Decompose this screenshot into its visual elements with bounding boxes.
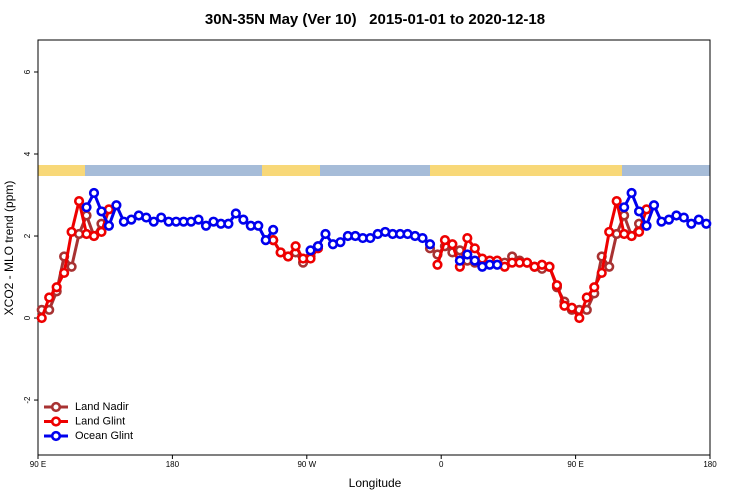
surface-strip xyxy=(38,165,710,176)
data-point xyxy=(59,267,70,279)
data-point xyxy=(51,282,62,293)
data-point xyxy=(626,187,637,199)
data-point xyxy=(417,232,428,244)
data-point xyxy=(551,280,563,291)
legend-marker xyxy=(50,401,62,413)
data-point xyxy=(305,245,316,256)
x-axis-label: Longitude xyxy=(349,476,402,490)
y-axis-label: XCO2 - MLO trend (ppm) xyxy=(2,181,16,316)
legend-label: Land Glint xyxy=(75,415,125,427)
data-point xyxy=(44,292,55,303)
data-point xyxy=(96,206,107,217)
data-point xyxy=(275,247,286,258)
data-point xyxy=(633,226,645,238)
data-point xyxy=(641,220,652,231)
chart-title: 30N-35N May (Ver 10) 2015-01-01 to 2020-… xyxy=(205,11,545,28)
data-point xyxy=(238,214,249,225)
data-point xyxy=(126,214,137,225)
data-point xyxy=(88,230,100,242)
data-point xyxy=(619,202,630,213)
land-strip xyxy=(38,165,85,176)
data-point xyxy=(320,228,331,240)
y-tick-label: 0 xyxy=(23,315,32,320)
data-point xyxy=(589,282,600,293)
data-point xyxy=(268,224,279,235)
data-point xyxy=(492,259,503,270)
data-point xyxy=(521,257,533,268)
data-point xyxy=(141,212,152,223)
legend-label: Land Nadir xyxy=(75,401,129,413)
data-point xyxy=(335,237,346,248)
data-point xyxy=(604,261,615,272)
data-point xyxy=(596,267,607,279)
data-point xyxy=(111,200,122,211)
data-point xyxy=(581,292,592,303)
data-point xyxy=(36,312,47,324)
y-tick-label: -2 xyxy=(23,396,32,404)
data-point xyxy=(678,212,689,223)
legend-marker xyxy=(50,416,62,427)
data-point xyxy=(424,239,436,250)
x-tick-label: 90 W xyxy=(297,460,316,469)
data-point xyxy=(103,220,115,231)
data-point xyxy=(260,235,271,246)
data-point xyxy=(462,249,473,260)
legend-label: Ocean Glint xyxy=(75,430,133,442)
data-point xyxy=(96,226,107,238)
x-tick-label: 90 E xyxy=(567,460,583,469)
x-tick-label: 0 xyxy=(439,460,444,469)
data-point xyxy=(88,187,100,199)
data-point xyxy=(432,259,443,270)
data-point xyxy=(365,232,376,244)
data-point xyxy=(469,243,480,254)
y-tick-label: 4 xyxy=(23,151,32,156)
data-point xyxy=(604,226,615,238)
data-point xyxy=(611,196,622,207)
x-tick-label: 180 xyxy=(703,460,717,469)
land-strip xyxy=(262,165,320,176)
data-point xyxy=(454,255,465,266)
data-point xyxy=(574,312,585,324)
x-tick-label: 90 E xyxy=(30,460,46,469)
data-point xyxy=(66,261,77,272)
data-point xyxy=(566,302,577,313)
data-point xyxy=(148,216,159,227)
y-tick-label: 2 xyxy=(23,233,32,238)
data-point xyxy=(73,196,85,207)
data-point xyxy=(686,218,697,229)
data-point xyxy=(312,241,324,252)
data-point xyxy=(439,235,451,246)
y-tick-label: 6 xyxy=(23,69,32,74)
data-point xyxy=(462,232,473,244)
data-point xyxy=(223,218,234,229)
data-point xyxy=(253,220,264,231)
data-point xyxy=(230,208,241,219)
data-point xyxy=(200,220,212,231)
data-point xyxy=(283,251,294,262)
data-point xyxy=(156,212,167,223)
legend-marker xyxy=(50,430,62,442)
data-point xyxy=(693,214,704,225)
x-tick-label: 180 xyxy=(166,460,180,469)
ocean-strip xyxy=(38,165,710,176)
data-point xyxy=(447,239,458,250)
land-strip xyxy=(430,165,622,176)
data-point xyxy=(633,206,645,217)
plot-frame xyxy=(37,39,711,456)
data-point xyxy=(81,202,92,213)
data-point xyxy=(648,200,660,211)
data-point xyxy=(544,261,555,272)
data-point xyxy=(290,241,301,252)
data-point xyxy=(701,218,712,229)
data-point xyxy=(193,214,204,225)
data-point xyxy=(305,253,316,264)
data-point xyxy=(469,255,480,266)
data-point xyxy=(66,226,77,238)
data-point xyxy=(626,230,637,242)
data-point xyxy=(663,214,675,225)
